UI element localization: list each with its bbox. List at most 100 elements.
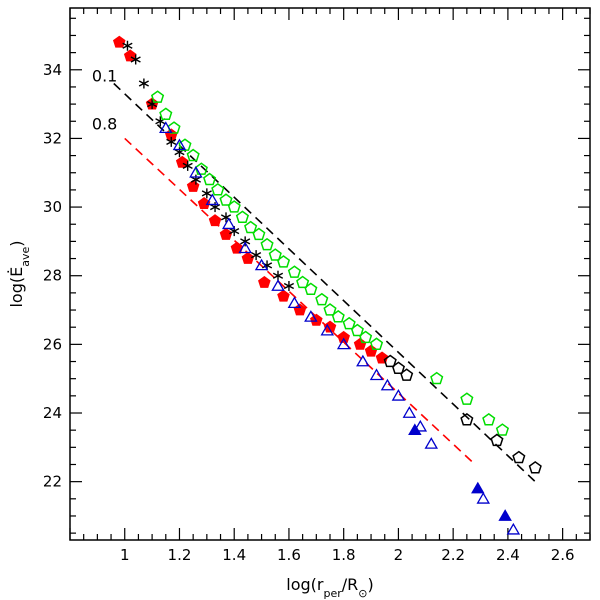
line-annotation: 0.1	[92, 67, 117, 86]
data-point	[402, 406, 417, 418]
data-point	[331, 309, 345, 323]
data-point	[227, 200, 241, 213]
data-point	[460, 412, 474, 426]
data-point	[205, 193, 220, 206]
line-annotation: 0.8	[92, 115, 117, 134]
data-point	[254, 258, 269, 271]
data-point	[159, 107, 173, 120]
data-point	[460, 392, 474, 405]
data-point	[202, 172, 217, 186]
data-point	[240, 236, 251, 247]
data-point	[342, 316, 356, 330]
data-point	[287, 265, 302, 278]
data-point	[130, 54, 141, 65]
data-point	[490, 433, 504, 447]
data-point	[498, 509, 512, 521]
data-point	[221, 217, 236, 230]
data-point	[400, 368, 414, 381]
data-point	[495, 423, 510, 436]
data-point	[219, 193, 233, 206]
data-point	[353, 337, 367, 350]
data-point	[138, 78, 149, 89]
data-point	[201, 188, 212, 199]
tick-labels: 1 1.2 1.4 1.6 1.8 2 2.2 2.4 2.6 22 24 26 28 30 32 34	[43, 61, 575, 564]
data-point	[391, 361, 406, 374]
data-point	[182, 160, 193, 171]
data-point	[189, 165, 203, 178]
data-point	[356, 354, 370, 367]
annotations: 0.1 0.8	[92, 67, 117, 134]
data-point	[424, 437, 439, 449]
data-point	[166, 136, 177, 147]
x-tick-label: 1.2	[168, 546, 192, 564]
data-point	[235, 210, 250, 223]
data-point	[315, 292, 329, 306]
data-point	[186, 179, 200, 192]
data-point	[506, 522, 521, 535]
data-point	[271, 279, 285, 291]
data-point	[512, 450, 526, 464]
data-point	[159, 121, 173, 134]
y-tick-label: 24	[43, 404, 62, 422]
data-point	[190, 174, 201, 185]
y-tick-label: 22	[43, 473, 62, 491]
data-point	[209, 202, 221, 213]
data-point	[208, 214, 222, 227]
data-point	[172, 138, 187, 151]
data-point	[272, 270, 284, 281]
data-point	[323, 303, 337, 316]
data-point	[268, 248, 282, 261]
data-point	[476, 491, 491, 504]
y-tick-label: 34	[43, 61, 62, 79]
y-tick-label: 28	[43, 267, 62, 285]
data-point	[336, 337, 351, 350]
data-point	[258, 275, 271, 288]
data-point	[219, 227, 233, 240]
data-point	[304, 310, 318, 322]
y-tick-label: 30	[43, 198, 62, 216]
x-axis-label: log(rper/R⊙)	[286, 575, 373, 600]
data-point	[369, 337, 384, 350]
x-tick-label: 1.8	[332, 546, 356, 564]
x-tick-label: 2.6	[551, 546, 575, 564]
data-point	[276, 255, 291, 268]
data-point	[277, 289, 290, 302]
data-point	[320, 323, 335, 336]
data-point	[528, 460, 542, 474]
data-point	[211, 182, 225, 196]
data-point	[337, 330, 350, 343]
data-point	[260, 237, 274, 251]
x-tick-label: 2	[394, 546, 404, 564]
data-point	[296, 275, 310, 289]
data-point	[364, 344, 378, 357]
data-point	[230, 241, 244, 254]
data-point	[252, 227, 266, 241]
x-tick-label: 1.4	[222, 546, 246, 564]
data-point	[112, 35, 126, 48]
data-point	[186, 148, 200, 162]
data-point	[167, 121, 181, 134]
data-point	[323, 320, 337, 333]
data-point	[383, 354, 397, 368]
data-point	[155, 116, 166, 127]
data-point	[375, 351, 389, 364]
data-point	[471, 481, 485, 494]
x-tick-label: 1	[120, 546, 130, 564]
data-point	[194, 162, 208, 175]
data-point	[283, 281, 295, 292]
y-axis-label: log(Ėave)	[7, 240, 32, 307]
data-point	[482, 412, 496, 426]
data-points	[112, 35, 542, 535]
data-point	[380, 378, 395, 391]
data-point	[408, 423, 422, 436]
data-point	[251, 250, 262, 261]
data-point	[241, 251, 255, 264]
data-point	[238, 241, 252, 254]
fit-line-0-8	[124, 137, 476, 466]
y-tick-label: 32	[43, 129, 62, 147]
x-tick-label: 2.2	[441, 546, 465, 564]
data-point	[369, 368, 384, 381]
x-tick-label: 2.4	[496, 546, 520, 564]
data-point	[358, 330, 373, 344]
